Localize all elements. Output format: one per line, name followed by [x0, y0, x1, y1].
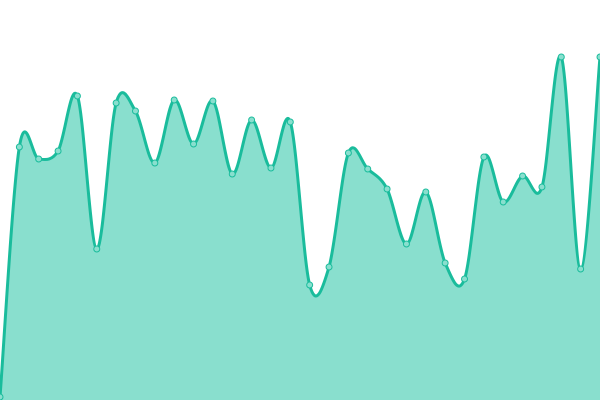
data-point-28	[538, 183, 546, 191]
data-point-18	[344, 149, 352, 157]
data-point-22	[422, 188, 430, 196]
data-point-2	[35, 155, 43, 163]
data-point-7	[131, 107, 139, 115]
data-point-16	[306, 281, 314, 289]
data-point-24	[461, 275, 469, 283]
data-point-8	[151, 159, 159, 167]
data-point-26	[499, 198, 507, 206]
data-point-6	[112, 99, 120, 107]
data-point-13	[248, 116, 256, 124]
data-point-21	[402, 240, 410, 248]
data-point-0	[0, 393, 4, 400]
series-area	[0, 55, 600, 400]
data-point-31	[596, 53, 600, 61]
data-point-19	[364, 165, 372, 173]
data-point-3	[54, 147, 62, 155]
series-line	[0, 54, 600, 398]
data-point-23	[441, 259, 449, 267]
data-point-11	[209, 97, 217, 105]
data-markers	[0, 53, 600, 400]
data-point-9	[170, 96, 178, 104]
data-point-25	[480, 153, 488, 161]
data-point-12	[228, 170, 236, 178]
data-point-20	[383, 185, 391, 193]
data-point-17	[325, 263, 333, 271]
data-point-29	[557, 53, 565, 61]
data-point-5	[93, 245, 101, 253]
data-point-4	[73, 92, 81, 100]
data-point-30	[577, 265, 585, 273]
data-point-27	[519, 172, 527, 180]
data-point-1	[15, 143, 23, 151]
data-point-10	[190, 140, 198, 148]
data-point-15	[286, 118, 294, 126]
data-point-14	[267, 164, 275, 172]
